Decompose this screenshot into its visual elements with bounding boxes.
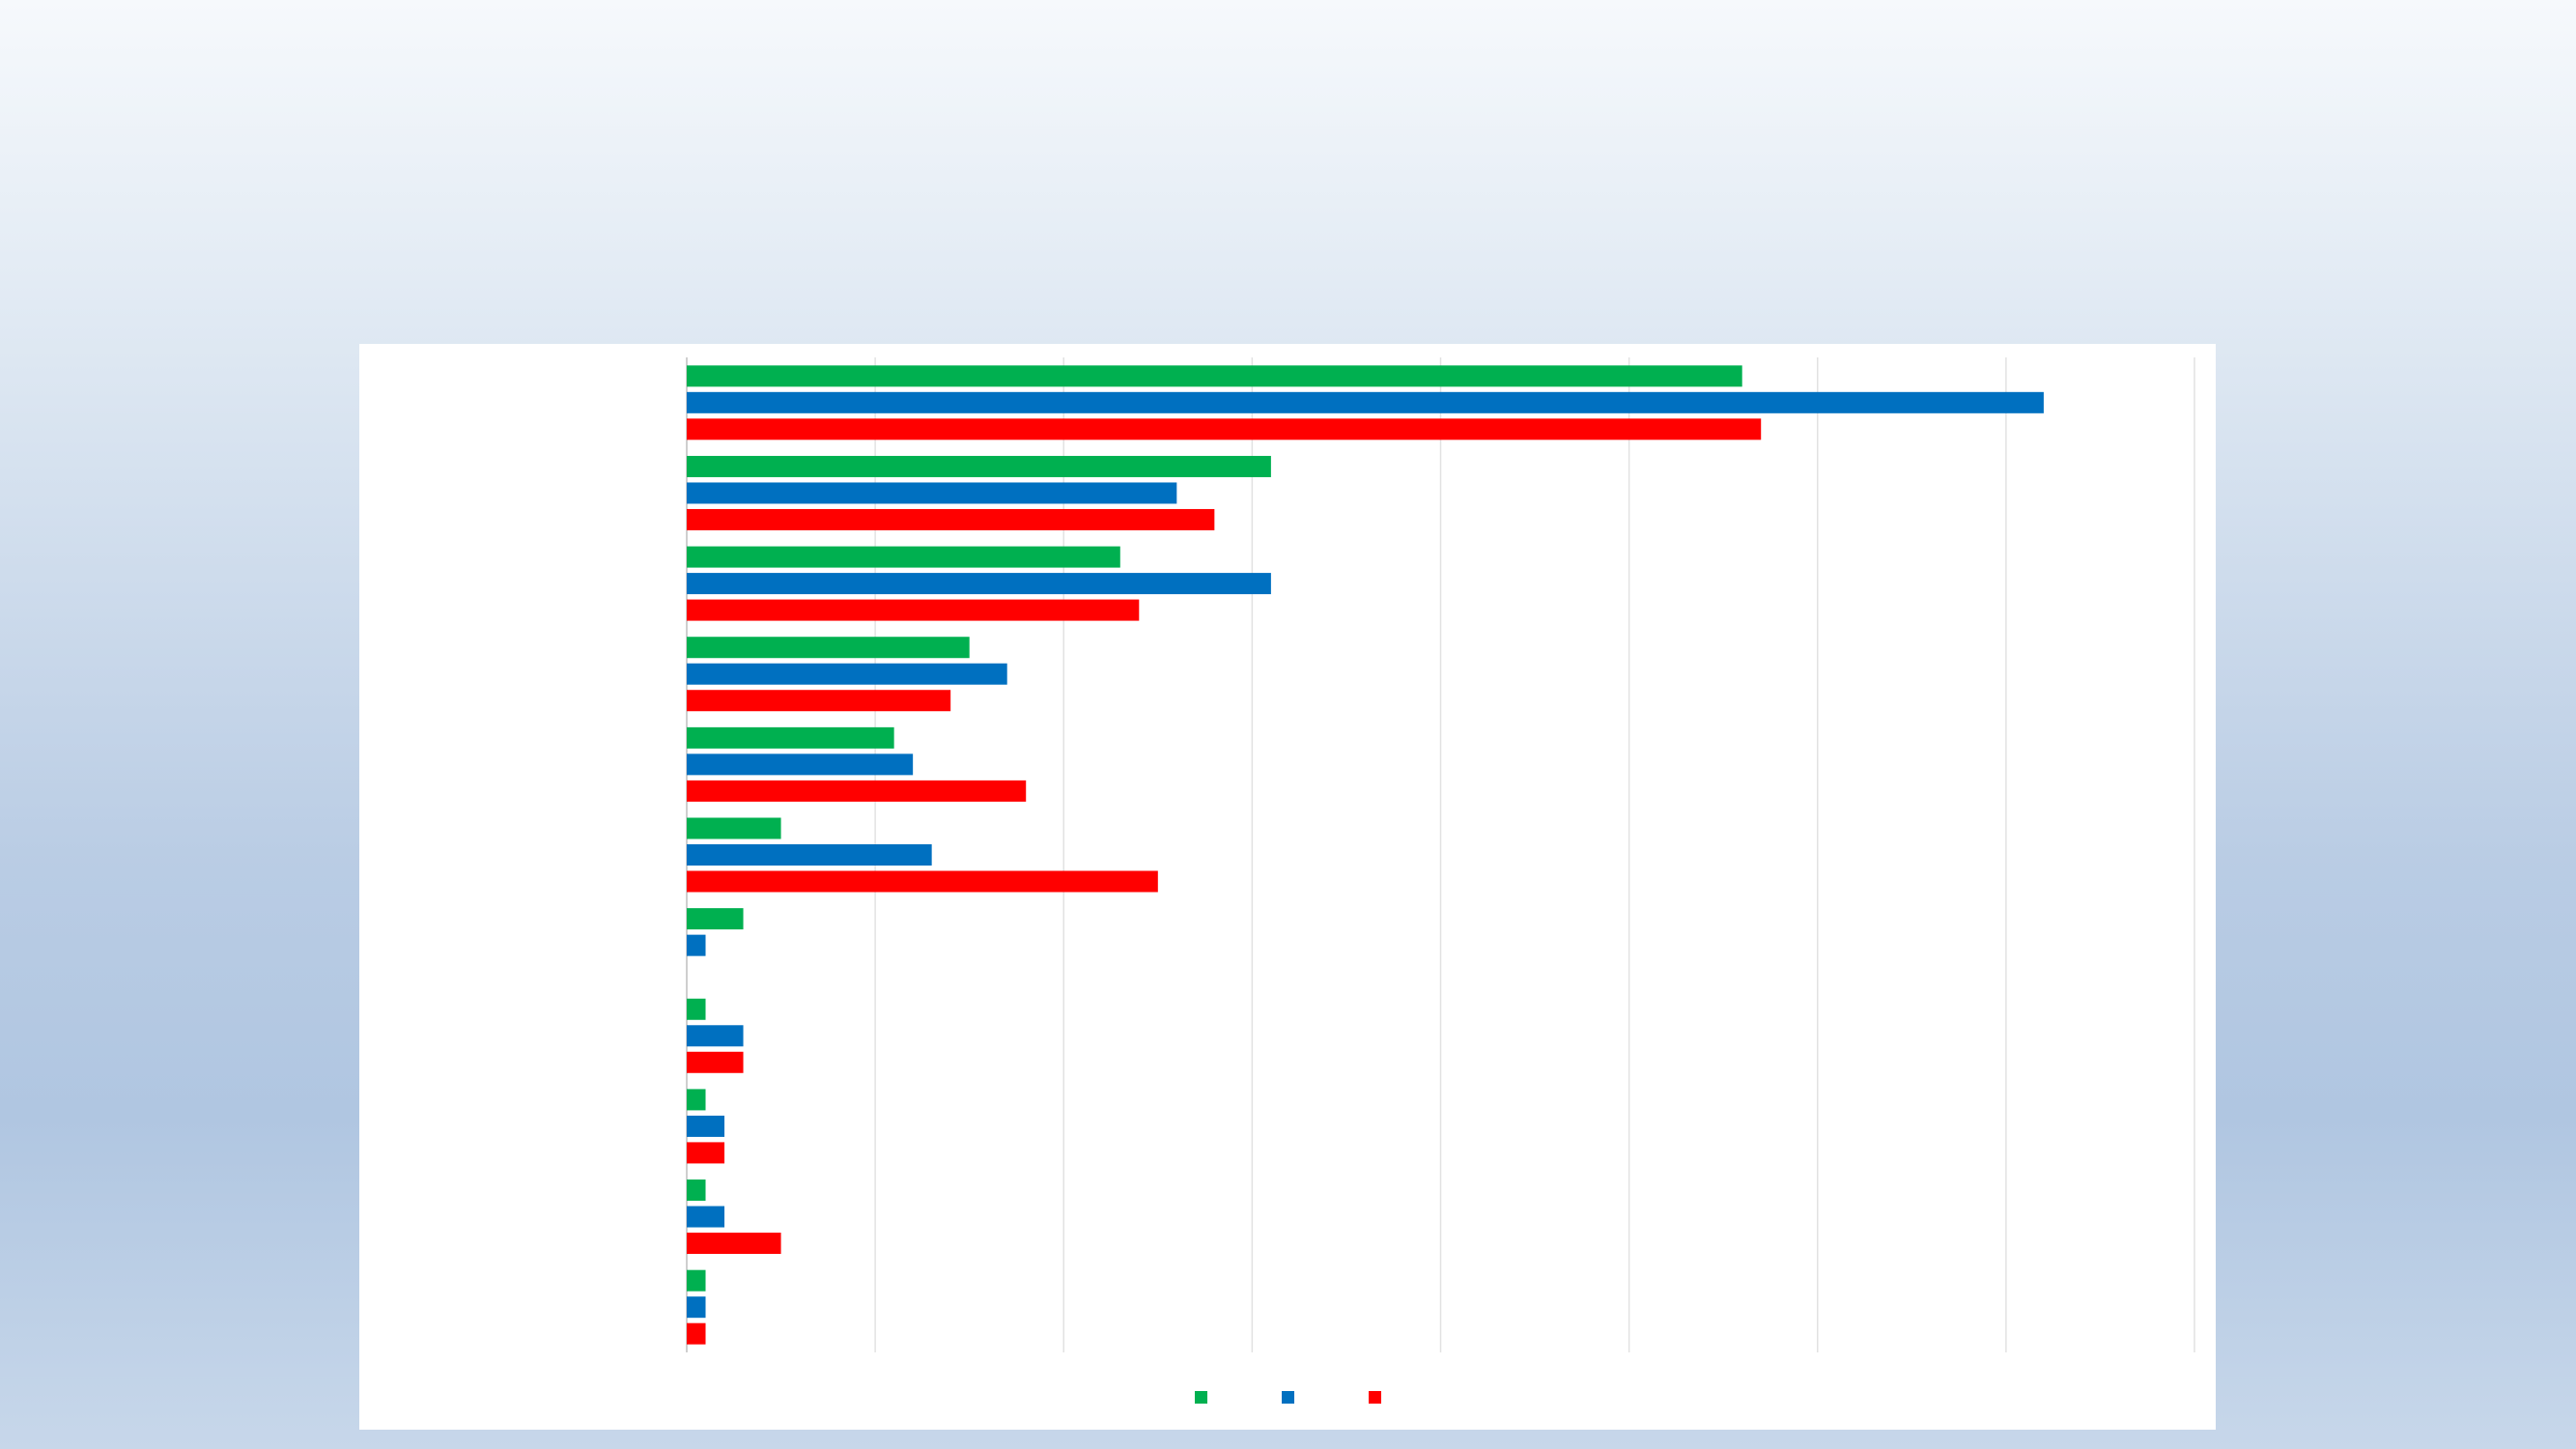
bar — [687, 391, 2044, 413]
bar — [687, 726, 894, 749]
bar — [687, 934, 706, 956]
bar-chart — [686, 357, 2195, 1404]
bar — [687, 1269, 706, 1292]
bar — [687, 1089, 706, 1111]
bar — [687, 599, 1140, 621]
bar — [687, 455, 1271, 477]
bar — [687, 998, 706, 1020]
bar — [687, 546, 1120, 568]
bar — [687, 365, 1742, 387]
legend-marker — [1282, 1391, 1294, 1404]
bar — [687, 690, 951, 712]
bar — [687, 1322, 706, 1345]
bar — [687, 482, 1177, 504]
bar — [687, 508, 1215, 530]
bar — [687, 780, 1027, 802]
legend-marker — [1369, 1391, 1381, 1404]
legend-marker — [1195, 1391, 1207, 1404]
chart-card — [359, 344, 2216, 1430]
bar — [687, 844, 932, 866]
bar — [687, 1206, 725, 1228]
bar — [687, 663, 1007, 685]
bar — [687, 418, 1762, 440]
bar — [687, 1179, 706, 1202]
bar — [687, 870, 1158, 893]
bar — [687, 573, 1271, 595]
bar — [687, 753, 914, 776]
bar — [687, 637, 970, 659]
bar — [687, 1142, 725, 1164]
bar — [687, 1296, 706, 1319]
bar — [687, 817, 781, 839]
legend — [1195, 1391, 1381, 1404]
bar — [687, 908, 744, 930]
bar — [687, 1233, 781, 1255]
bar — [687, 1051, 744, 1073]
bar — [687, 1115, 725, 1137]
bars — [687, 365, 2044, 1345]
bar — [687, 1025, 744, 1047]
